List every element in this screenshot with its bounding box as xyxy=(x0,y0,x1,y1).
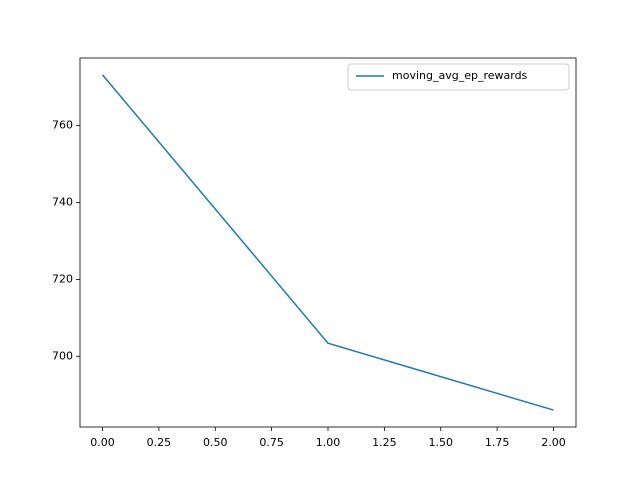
y-tick-label: 700 xyxy=(52,349,73,362)
x-tick-label: 2.00 xyxy=(541,436,566,449)
y-tick-label: 720 xyxy=(52,272,73,285)
y-tick-label: 760 xyxy=(52,119,73,132)
axes-frame xyxy=(79,57,577,428)
x-tick-label: 0.25 xyxy=(147,436,172,449)
legend-box xyxy=(347,63,570,91)
y-tick-label: 740 xyxy=(52,196,73,209)
x-tick-label: 0.50 xyxy=(203,436,228,449)
x-tick-label: 1.00 xyxy=(316,436,341,449)
x-tick-label: 1.75 xyxy=(485,436,510,449)
legend-label: moving_avg_ep_rewards xyxy=(392,69,528,82)
x-tick-label: 0.00 xyxy=(90,436,115,449)
x-tick-label: 0.75 xyxy=(259,436,284,449)
x-tick-label: 1.50 xyxy=(428,436,453,449)
x-tick-label: 1.25 xyxy=(372,436,397,449)
line xyxy=(101,74,554,411)
